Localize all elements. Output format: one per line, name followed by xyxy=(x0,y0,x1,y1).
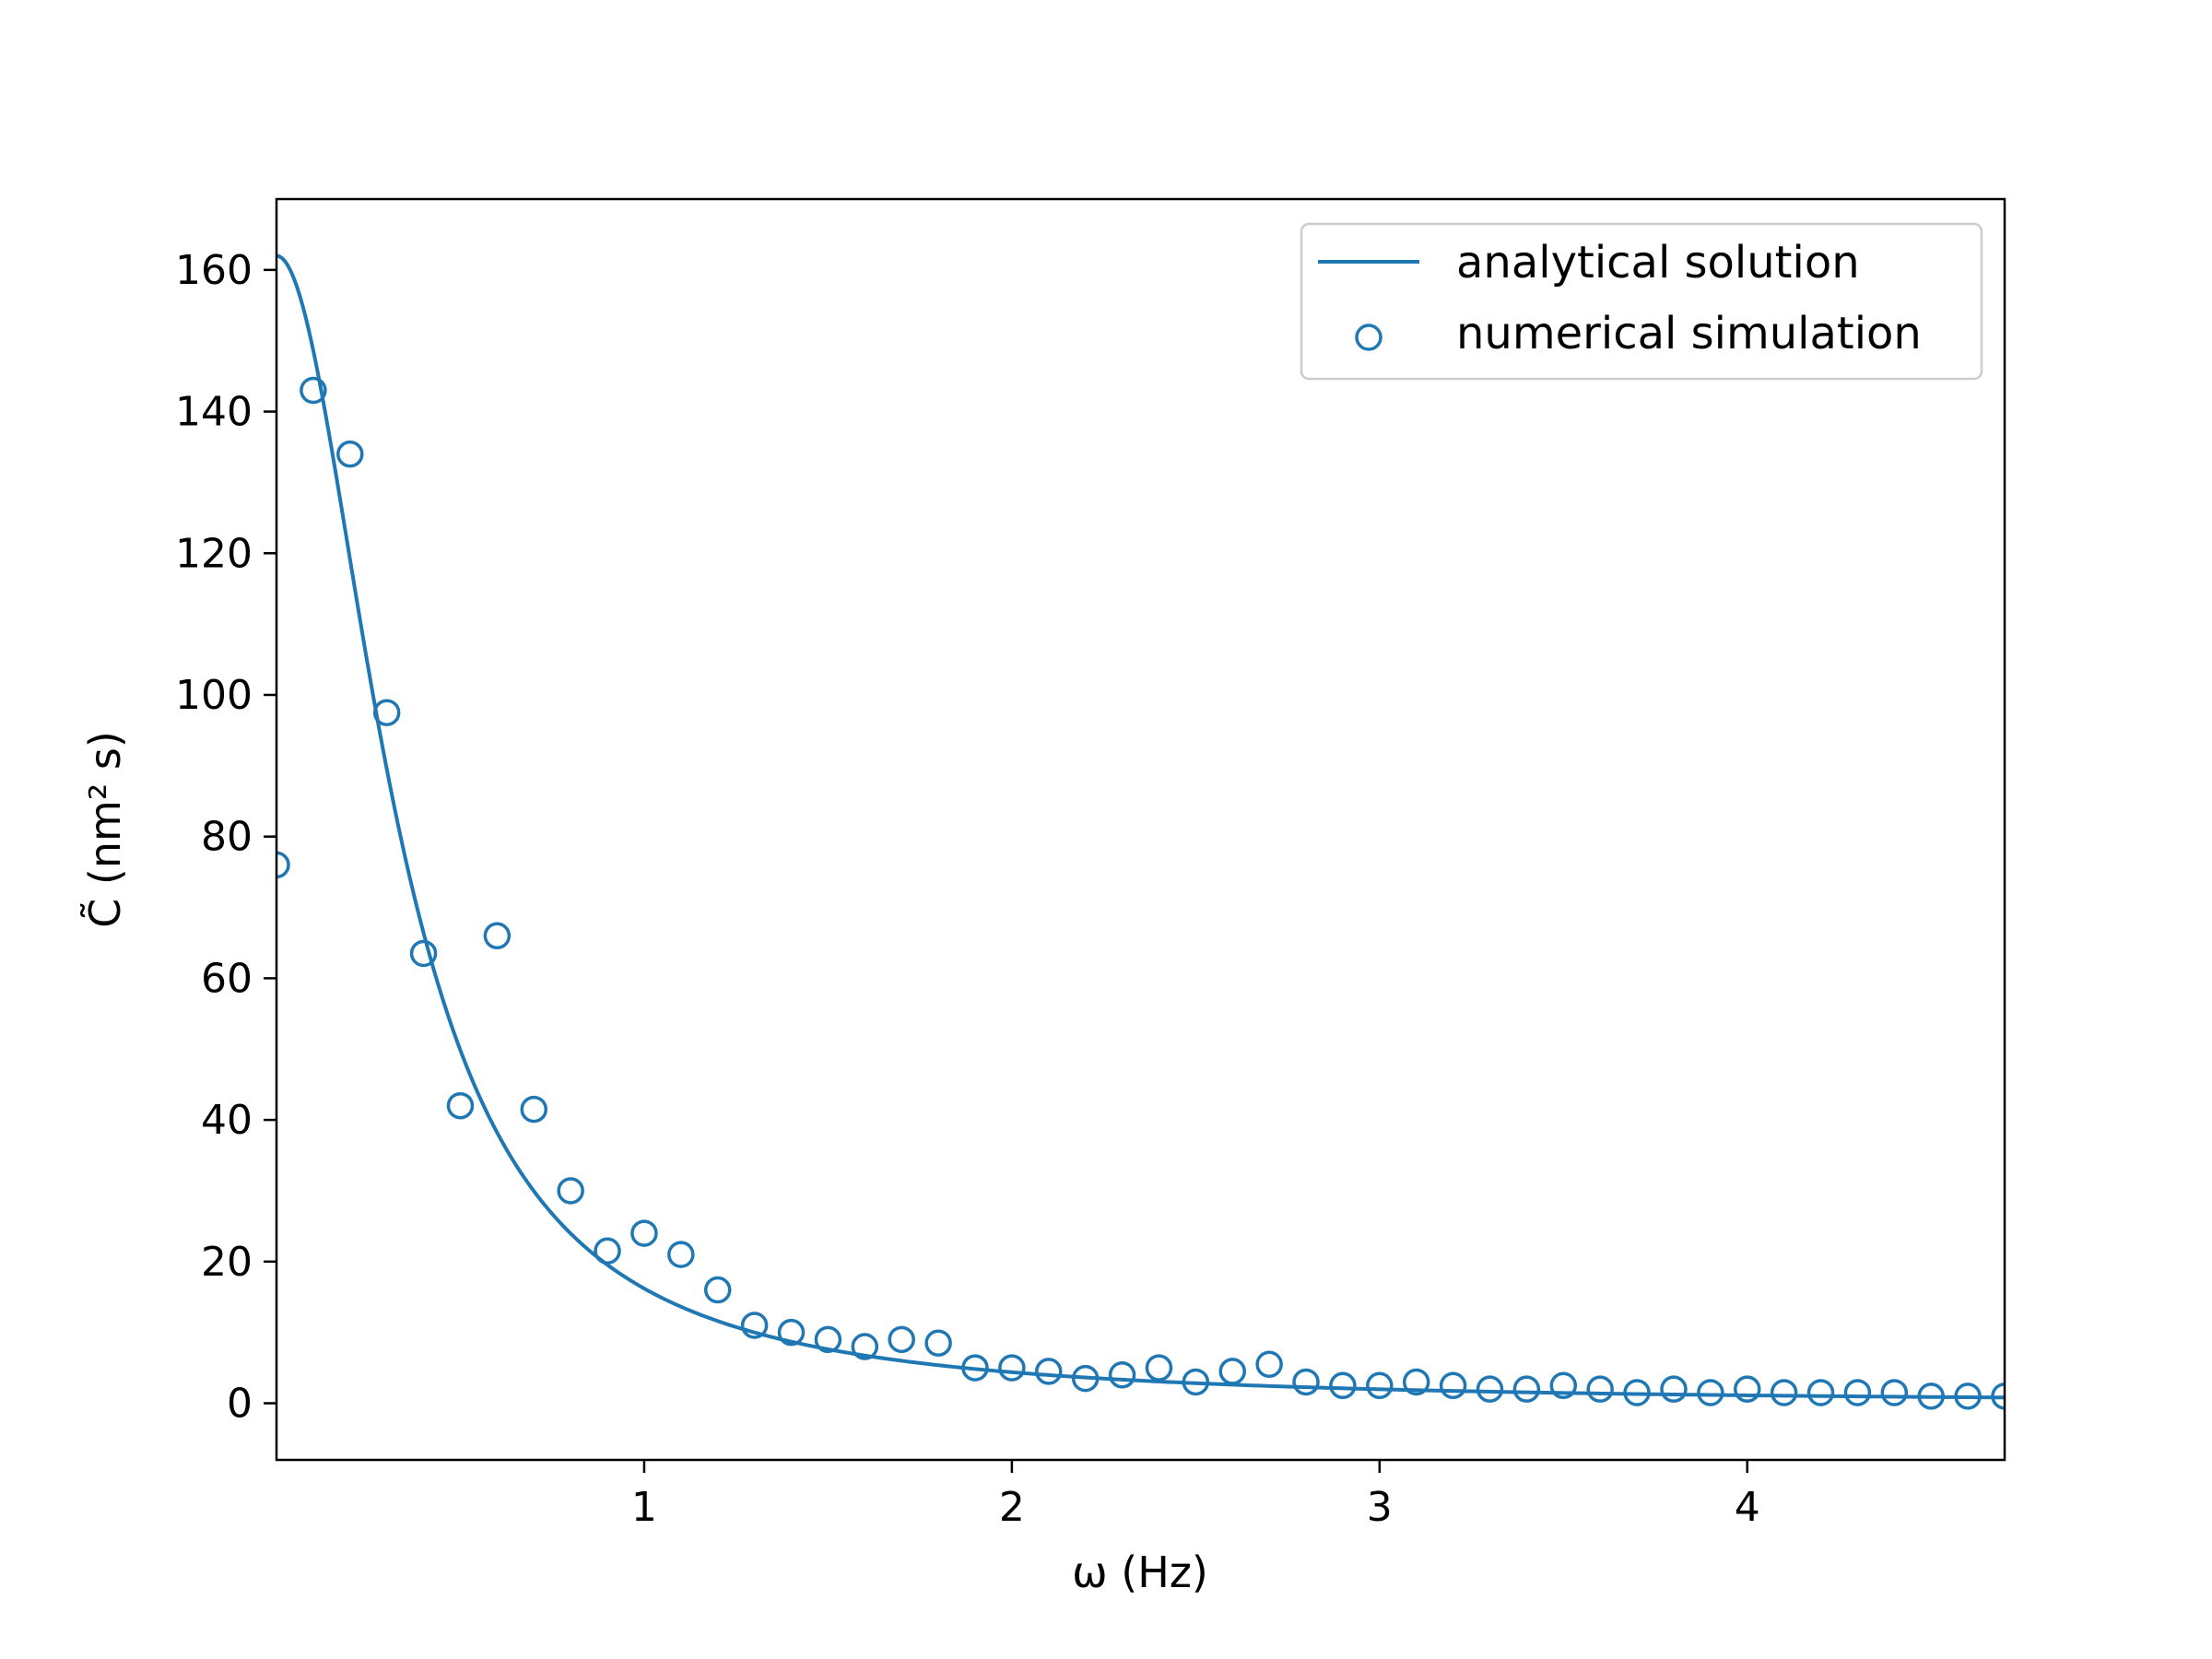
legend-marker-swatch xyxy=(1355,324,1382,351)
y-tick-label: 80 xyxy=(201,814,253,861)
scatter-point xyxy=(814,1325,842,1354)
y-tick-label: 160 xyxy=(175,247,253,294)
scatter-point xyxy=(1623,1379,1651,1406)
scatter-point xyxy=(1586,1375,1614,1403)
scatter-point xyxy=(1697,1379,1724,1406)
y-tick-label: 40 xyxy=(201,1097,253,1144)
scatter-point xyxy=(409,939,438,968)
scatter-point xyxy=(1476,1375,1504,1403)
analytical-solution-line xyxy=(276,253,2005,1400)
scatter-point xyxy=(1770,1379,1798,1406)
scatter-point xyxy=(372,699,401,726)
scatter-point xyxy=(276,851,290,879)
numerical-simulation-points xyxy=(276,376,2005,1410)
scatter-point xyxy=(1917,1382,1945,1410)
legend-label-numerical: numerical simulation xyxy=(1456,308,1922,359)
scatter-point xyxy=(667,1241,695,1268)
y-tick-label: 140 xyxy=(175,389,253,436)
scatter-point xyxy=(1843,1379,1872,1406)
scatter-point xyxy=(1218,1358,1246,1385)
x-tick-label: 2 xyxy=(999,1484,1025,1531)
scatter-point xyxy=(1255,1350,1283,1378)
scatter-point xyxy=(1806,1379,1835,1406)
scatter-point xyxy=(446,1091,475,1120)
scatter-point xyxy=(888,1325,915,1354)
x-tick-label: 3 xyxy=(1367,1484,1393,1531)
x-tick-label: 4 xyxy=(1735,1484,1760,1531)
scatter-point xyxy=(1880,1379,1909,1406)
scatter-point xyxy=(1439,1371,1467,1400)
y-tick-label: 100 xyxy=(175,672,253,719)
scatter-point xyxy=(1145,1354,1173,1382)
y-tick-label: 20 xyxy=(201,1239,253,1286)
scatter-point xyxy=(1402,1368,1430,1396)
scatter-point xyxy=(924,1329,952,1357)
scatter-point xyxy=(630,1219,658,1247)
x-axis-label: ω (Hz) xyxy=(1072,1547,1208,1597)
scatter-point xyxy=(703,1276,732,1304)
scatter-point xyxy=(300,376,327,405)
y-tick-label: 60 xyxy=(201,955,253,1002)
legend: analytical solution numerical simulation xyxy=(1300,222,1983,381)
scatter-point xyxy=(1292,1368,1320,1396)
scatter-point xyxy=(557,1177,584,1205)
scatter-point xyxy=(1182,1368,1210,1396)
scatter-point xyxy=(336,440,364,468)
scatter-point xyxy=(740,1312,769,1339)
scatter-point xyxy=(1366,1371,1394,1400)
scatter-point xyxy=(1071,1364,1100,1393)
scatter-point xyxy=(483,922,512,950)
scatter-point xyxy=(1329,1371,1357,1400)
scatter-point xyxy=(1035,1358,1063,1385)
scatter-point xyxy=(1954,1382,1982,1410)
legend-box xyxy=(1300,222,1983,381)
scatter-point xyxy=(998,1354,1026,1382)
scatter-point xyxy=(1991,1382,2005,1410)
y-tick-label: 120 xyxy=(175,530,253,577)
legend-label-analytical: analytical solution xyxy=(1456,237,1860,288)
scatter-point xyxy=(1660,1375,1688,1403)
scatter-point xyxy=(1512,1375,1541,1403)
scatter-point xyxy=(594,1237,621,1265)
scatter-point xyxy=(777,1318,806,1347)
plot-frame xyxy=(275,197,2006,1462)
x-tick-label: 1 xyxy=(631,1484,657,1531)
scatter-point xyxy=(1108,1361,1136,1389)
scatter-point xyxy=(851,1333,879,1360)
x-axis-ticks: 1 2 3 4 xyxy=(631,1460,1760,1531)
scatter-point xyxy=(520,1095,548,1124)
scatter-point xyxy=(1549,1371,1578,1400)
scatter-point xyxy=(1733,1375,1761,1403)
scatter-point xyxy=(961,1354,989,1382)
y-axis-ticks: 0 20 40 60 80 100 120 140 160 xyxy=(175,247,276,1428)
y-axis-label: C̃ (nm² s) xyxy=(80,731,130,928)
y-tick-label: 0 xyxy=(227,1381,253,1428)
